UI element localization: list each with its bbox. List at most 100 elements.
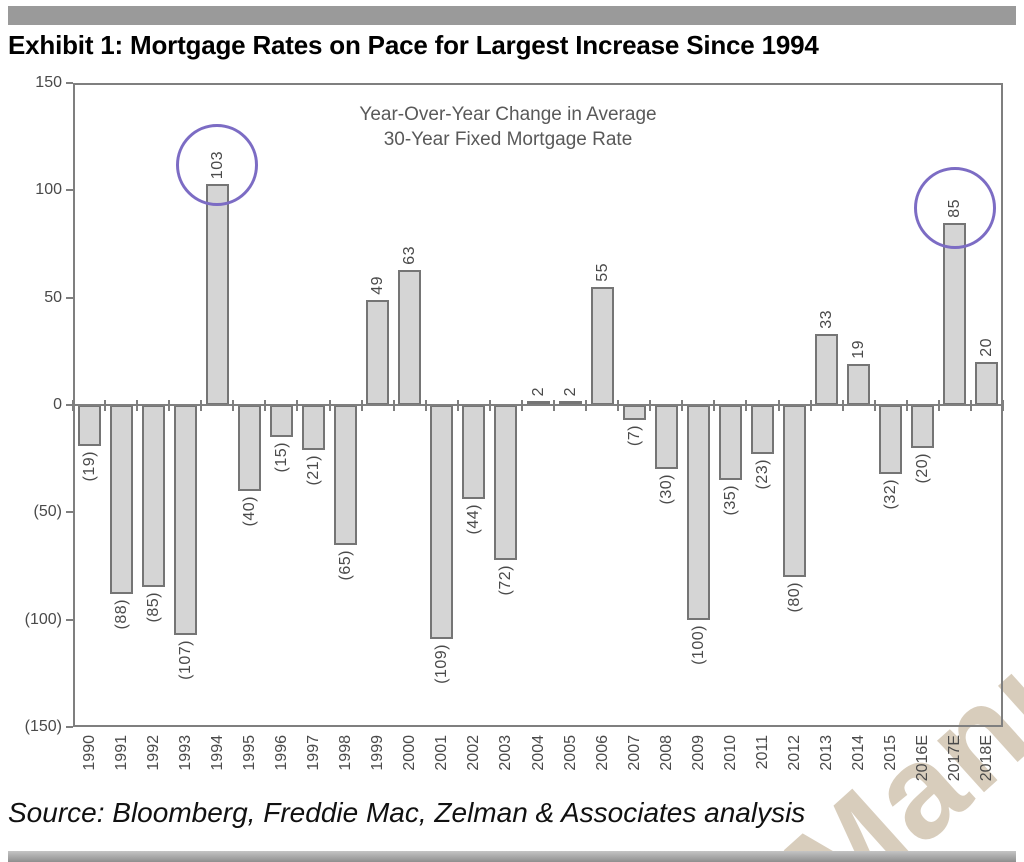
data-label-2015: (32) xyxy=(882,478,900,510)
bar-2000 xyxy=(398,269,422,405)
data-label-2004: 2 xyxy=(529,386,547,397)
x-axis-label-2002: 2002 xyxy=(465,735,483,771)
x-axis-label-2012: 2012 xyxy=(786,735,804,771)
data-label-2011: (23) xyxy=(753,459,771,490)
x-axis-label-1992: 1992 xyxy=(144,735,162,771)
x-axis-label-2004: 2004 xyxy=(529,735,547,771)
data-label-2009: (100) xyxy=(689,624,707,665)
bar-2001 xyxy=(430,405,454,639)
x-axis-label-1990: 1990 xyxy=(80,735,98,771)
bar-2012 xyxy=(783,405,807,577)
y-axis-tick-label: (150) xyxy=(24,718,62,735)
x-axis-label-1998: 1998 xyxy=(337,735,355,771)
data-label-1990: (19) xyxy=(80,450,98,482)
x-axis-label-2005: 2005 xyxy=(561,735,579,771)
bar-1990 xyxy=(77,405,101,446)
x-axis-label-1999: 1999 xyxy=(369,735,387,771)
bar-2002 xyxy=(462,405,486,500)
data-label-2003: (72) xyxy=(497,564,515,595)
highlight-circle-1994 xyxy=(176,123,259,206)
x-axis-label-2000: 2000 xyxy=(401,735,419,771)
bar-2006 xyxy=(590,286,614,405)
chart-title-line1: Year-Over-Year Change in Average xyxy=(359,104,657,125)
y-axis-tick-label: (100) xyxy=(24,610,62,628)
source-note: Source: Bloomberg, Freddie Mac, Zelman &… xyxy=(8,797,806,828)
bar-1997 xyxy=(302,405,326,451)
y-axis-tick-mark xyxy=(66,404,73,406)
chart-title-line2: 30-Year Fixed Mortgage Rate xyxy=(383,129,633,150)
x-axis-label-2009: 2009 xyxy=(689,735,707,771)
bar-1998 xyxy=(334,405,358,545)
bar-2015 xyxy=(879,405,903,474)
bar-1991 xyxy=(109,405,133,594)
bar-1992 xyxy=(141,405,165,588)
x-axis-label-2017E: 2017E xyxy=(946,735,964,782)
bar-2008 xyxy=(654,405,678,470)
data-label-1993: (107) xyxy=(176,639,194,680)
x-axis-label-2010: 2010 xyxy=(721,735,739,771)
exhibit-title: Exhibit 1: Mortgage Rates on Pace for La… xyxy=(8,30,819,60)
bottom-accent-bar xyxy=(8,851,1016,862)
data-label-2012: (80) xyxy=(786,581,804,613)
x-axis-label-2018E: 2018E xyxy=(978,735,996,782)
bar-1994 xyxy=(205,183,229,405)
chart-title: Year-Over-Year Change in Average 30-Year… xyxy=(359,102,656,152)
x-axis-label-2001: 2001 xyxy=(433,735,451,771)
y-axis-tick-mark xyxy=(66,618,73,621)
x-axis-label-1993: 1993 xyxy=(176,735,194,771)
data-label-2001: (109) xyxy=(433,643,451,684)
data-label-2014: 19 xyxy=(850,340,868,359)
data-label-1997: (21) xyxy=(305,455,323,486)
y-axis-tick-mark xyxy=(66,189,73,192)
x-axis-label-1994: 1994 xyxy=(208,735,226,771)
data-label-2002: (44) xyxy=(465,504,483,535)
x-axis-label-2011: 2011 xyxy=(753,735,771,770)
bar-1993 xyxy=(173,405,197,635)
bar-2017E xyxy=(943,222,967,405)
data-label-1998: (65) xyxy=(337,549,355,580)
data-label-1992: (85) xyxy=(144,592,162,623)
bar-1995 xyxy=(237,405,261,491)
y-axis-tick-label: 0 xyxy=(53,396,62,413)
bar-2013 xyxy=(815,334,839,405)
bar-2010 xyxy=(718,405,742,481)
x-axis-label-2016E: 2016E xyxy=(914,735,932,782)
y-axis-tick-mark xyxy=(66,726,73,728)
top-accent-bar xyxy=(8,6,1016,25)
data-label-2007: (7) xyxy=(625,425,643,447)
y-axis-tick-mark xyxy=(66,82,73,84)
data-label-2006: 55 xyxy=(593,262,611,282)
data-label-1999: 49 xyxy=(369,275,387,295)
x-axis-label-2003: 2003 xyxy=(497,735,515,771)
bar-1999 xyxy=(366,299,390,405)
bar-2018E xyxy=(975,362,999,405)
x-axis-label-1995: 1995 xyxy=(240,735,258,771)
bar-2005 xyxy=(558,400,582,405)
bar-2004 xyxy=(526,400,550,405)
data-label-2008: (30) xyxy=(657,474,675,505)
bar-2014 xyxy=(847,364,871,405)
y-axis-tick-mark xyxy=(66,296,73,299)
data-label-1996: (15) xyxy=(272,442,290,473)
data-label-2016E: (20) xyxy=(914,452,932,484)
y-axis-tick-label: 50 xyxy=(44,288,62,306)
y-axis-tick-mark xyxy=(66,511,73,514)
y-axis-tick-label: 100 xyxy=(35,181,62,199)
x-axis-label-2006: 2006 xyxy=(593,735,611,771)
x-axis-label-2007: 2007 xyxy=(625,735,643,771)
data-label-2000: 63 xyxy=(401,245,419,265)
y-axis-tick-label: (50) xyxy=(33,503,62,521)
x-axis-label-2008: 2008 xyxy=(657,735,675,771)
x-axis-label-1996: 1996 xyxy=(272,735,290,771)
x-axis-label-2015: 2015 xyxy=(882,735,900,771)
x-axis-label-2014: 2014 xyxy=(850,735,868,771)
x-axis-tick-mark xyxy=(1002,400,1004,411)
x-axis-label-1991: 1991 xyxy=(112,735,130,771)
data-label-2013: 33 xyxy=(818,310,836,329)
bar-2007 xyxy=(622,405,646,421)
data-label-2010: (35) xyxy=(721,485,739,516)
bar-2003 xyxy=(494,405,518,560)
bar-2011 xyxy=(750,405,774,455)
